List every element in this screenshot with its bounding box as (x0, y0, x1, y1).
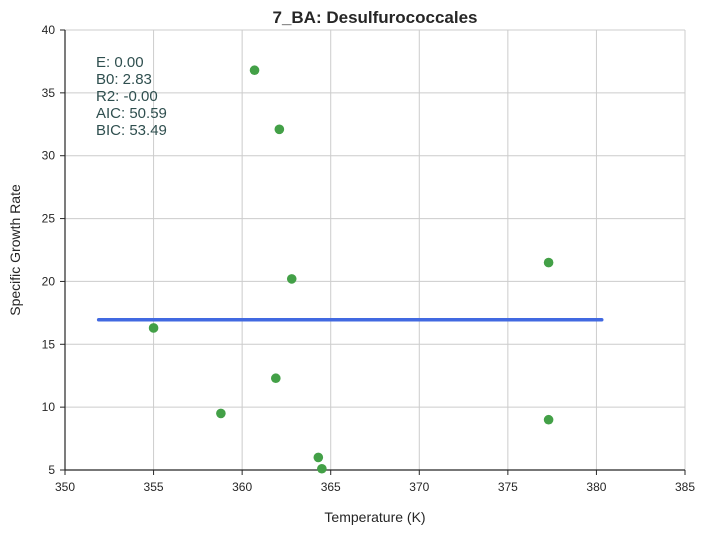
chart-title: 7_BA: Desulfurococcales (272, 8, 477, 27)
data-point (543, 257, 554, 268)
x-tick-label: 350 (55, 480, 75, 494)
x-tick-label: 370 (409, 480, 429, 494)
data-point (274, 124, 285, 135)
x-axis-label: Temperature (K) (324, 509, 425, 525)
fit-annotation-line: R2: -0.00 (96, 88, 158, 105)
x-tick-label: 360 (232, 480, 252, 494)
data-point (313, 452, 324, 463)
series (96, 65, 604, 474)
x-tick-label: 375 (498, 480, 518, 494)
fit-annotation-line: E: 0.00 (96, 54, 144, 71)
fit-annotation-line: AIC: 50.59 (96, 105, 167, 122)
fit-annotation-line: B0: 2.83 (96, 71, 152, 88)
x-ticks: 350 355 360 365 370 375 380 385 (55, 470, 695, 494)
data-point (148, 323, 159, 333)
y-tick-label: 20 (42, 274, 56, 288)
x-tick-label: 380 (586, 480, 606, 494)
y-tick-label: 10 (42, 400, 56, 414)
y-axis-label: Specific Growth Rate (7, 184, 23, 316)
axes (64, 30, 685, 471)
y-ticks: 5 10 15 20 25 30 35 40 (42, 23, 65, 477)
y-tick-label: 30 (42, 149, 56, 163)
data-point (216, 408, 226, 419)
data-point (249, 65, 260, 76)
x-tick-label: 385 (675, 480, 695, 494)
y-tick-label: 40 (42, 23, 56, 37)
y-tick-label: 15 (42, 337, 56, 351)
fit-annotation-line: BIC: 53.49 (96, 122, 167, 139)
y-tick-label: 35 (42, 86, 56, 100)
y-tick-label: 25 (42, 212, 56, 226)
x-tick-label: 365 (321, 480, 341, 494)
grid (65, 29, 686, 470)
data-point (543, 414, 554, 425)
x-tick-label: 355 (144, 480, 164, 494)
y-tick-label: 5 (48, 463, 55, 477)
data-point (286, 274, 297, 284)
plot-area (65, 30, 685, 470)
data-point (271, 373, 281, 384)
data-point (317, 463, 327, 474)
